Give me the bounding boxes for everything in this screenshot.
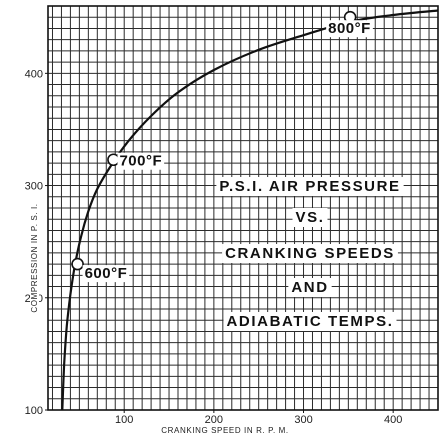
annotation-label: 700°F bbox=[119, 153, 162, 170]
x-tick-label: 200 bbox=[205, 414, 223, 426]
annotation-marker bbox=[71, 257, 84, 271]
y-tick-label: 100 bbox=[25, 405, 43, 417]
chart-title-line-background bbox=[222, 244, 398, 263]
annotation-label-background bbox=[117, 152, 165, 170]
annotation-label-background bbox=[326, 20, 373, 38]
chart-title-line: P.S.I. AIR PRESSURE bbox=[219, 178, 400, 195]
chart-title-line: ADIABATIC TEMPS. bbox=[227, 313, 394, 330]
axis-label-background bbox=[159, 426, 291, 435]
chart-title-line-background bbox=[292, 208, 328, 227]
x-axis-label: CRANKING SPEED IN R. P. M. bbox=[161, 426, 288, 435]
chart-title-line-background bbox=[223, 312, 397, 331]
chart-title-line: VS. bbox=[296, 209, 325, 226]
x-tick-label: 300 bbox=[294, 414, 312, 426]
y-axis-label: COMPRESSION IN P. S. I. bbox=[30, 203, 39, 312]
chart-title-line-background bbox=[216, 177, 404, 196]
x-tick-label: 400 bbox=[384, 414, 402, 426]
x-tick-label: 100 bbox=[115, 414, 133, 426]
annotation-marker bbox=[107, 153, 120, 167]
y-tick-label: 400 bbox=[25, 68, 43, 80]
y-tick-label: 300 bbox=[25, 181, 43, 193]
annotation-label: 600°F bbox=[85, 265, 128, 282]
plot-frame bbox=[47, 5, 439, 411]
annotations: 600°F 700°F 800°F bbox=[71, 10, 373, 283]
annotation-label-background bbox=[82, 265, 130, 283]
axis-label-background bbox=[30, 201, 39, 315]
axis-labels: CRANKING SPEED IN R. P. M. COMPRESSION I… bbox=[30, 201, 291, 435]
series bbox=[61, 9, 439, 411]
series-line bbox=[61, 9, 439, 411]
annotation-label: 800°F bbox=[328, 20, 371, 37]
chart-title-line: AND bbox=[291, 279, 328, 296]
chart-title-block: P.S.I. AIR PRESSURE VS. CRANKING SPEEDS AND… bbox=[216, 177, 404, 331]
chart-title-line: CRANKING SPEEDS bbox=[225, 245, 395, 262]
chart-title-line-background bbox=[288, 278, 332, 297]
